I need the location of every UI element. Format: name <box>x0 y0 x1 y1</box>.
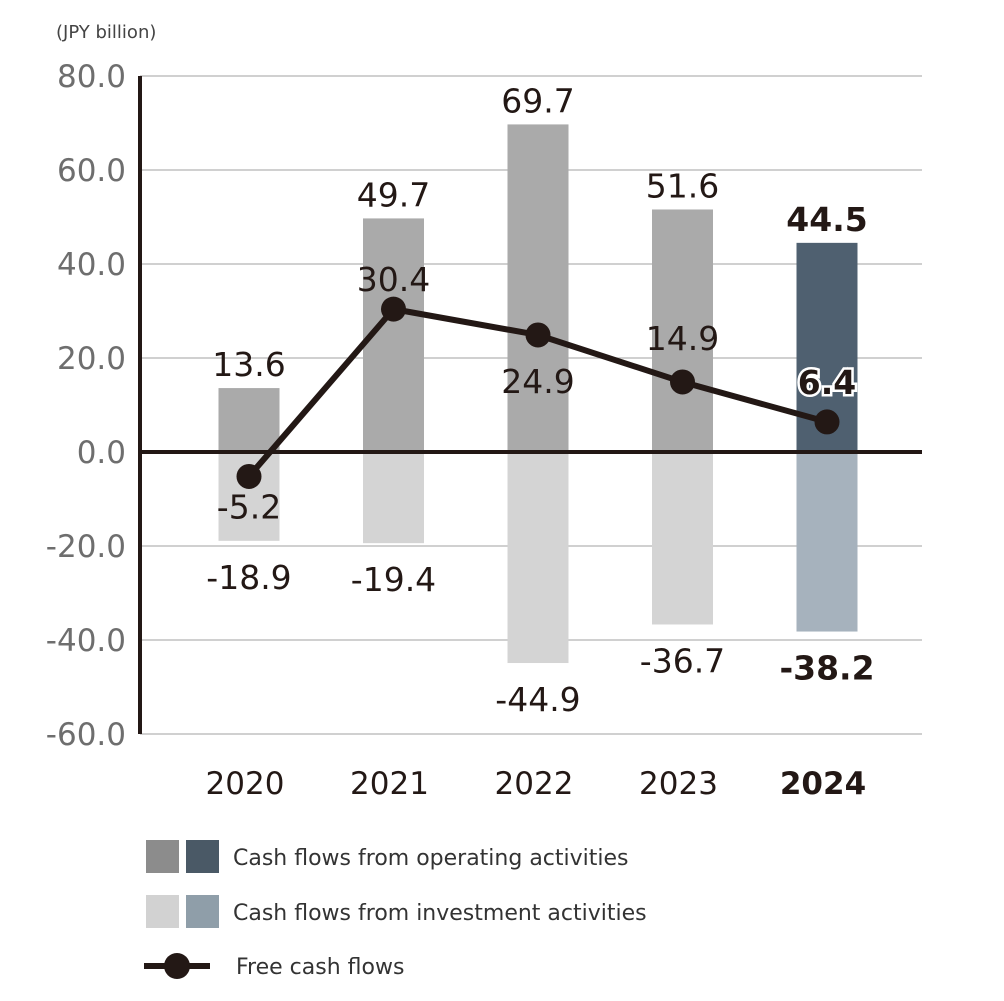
operating-value-label: 51.6 <box>646 166 719 205</box>
free-cash-flow-label: -5.2 <box>217 487 281 526</box>
legend-swatch <box>146 895 179 928</box>
free-cash-flow-label: 6.4 <box>798 363 856 402</box>
investment-value-label: -38.2 <box>779 649 874 688</box>
x-category-label: 2020 <box>206 766 285 802</box>
x-category-label: 2024 <box>780 766 866 802</box>
y-tick-label: 80.0 <box>57 59 126 95</box>
legend-label: Free cash flows <box>236 955 404 980</box>
operating-cash-flow-bar <box>507 124 569 452</box>
y-axis-ticks: 80.0 60.0 40.0 20.0 0.0 -20.0 -40.0 -60.0 <box>46 59 126 753</box>
free-cash-flow-marker <box>814 409 840 435</box>
y-tick-label: -20.0 <box>46 529 126 565</box>
operating-value-label: 49.7 <box>357 175 430 214</box>
x-category-label: 2023 <box>639 766 718 802</box>
investment-value-label: -36.7 <box>640 641 725 680</box>
legend: Cash flows from operating activities Cash… <box>144 840 647 980</box>
legend-label: Cash flows from operating activities <box>233 846 629 871</box>
investment-value-label: -18.9 <box>206 558 291 597</box>
operating-cash-flow-bar <box>652 209 713 452</box>
free-cash-flow-label: 14.9 <box>646 319 719 358</box>
y-tick-label: 60.0 <box>57 153 126 189</box>
free-cash-flow-line <box>236 296 840 489</box>
data-labels: 13.6 -18.9 49.7 -19.4 69.7 -44.9 51.6 -36.7 44.5… <box>206 81 874 719</box>
operating-value-label: 69.7 <box>501 81 574 120</box>
x-axis-categories: 2020 2021 2022 2023 2024 <box>206 766 867 802</box>
legend-swatch <box>146 840 179 873</box>
operating-value-label: 13.6 <box>212 345 285 384</box>
free-cash-flow-marker <box>670 369 695 395</box>
legend-swatch-highlight <box>186 895 219 928</box>
investment-cash-flow-bar <box>796 452 858 632</box>
operating-value-label: 44.5 <box>786 200 867 239</box>
investment-cash-flow-bar <box>363 452 424 544</box>
y-tick-label: 40.0 <box>57 247 126 283</box>
unit-label: (JPY billion) <box>56 22 156 43</box>
x-category-label: 2021 <box>350 766 429 802</box>
legend-swatch-highlight <box>186 840 219 873</box>
y-tick-label: 0.0 <box>77 435 126 471</box>
legend-marker-swatch <box>164 953 190 979</box>
investment-cash-flow-bar <box>507 452 569 664</box>
y-tick-label: -60.0 <box>46 717 126 753</box>
free-cash-flow-marker <box>525 322 551 348</box>
investment-cash-flow-bar <box>652 452 713 625</box>
investment-value-label: -44.9 <box>495 680 580 719</box>
legend-label: Cash flows from investment activities <box>233 901 647 926</box>
free-cash-flow-label: 24.9 <box>501 362 574 401</box>
investment-value-label: -19.4 <box>351 560 436 599</box>
y-tick-label: 20.0 <box>57 341 126 377</box>
y-tick-label: -40.0 <box>46 623 126 659</box>
operating-cash-flow-bar <box>218 388 280 452</box>
free-cash-flow-marker <box>381 296 406 322</box>
free-cash-flow-label: 30.4 <box>357 260 430 299</box>
x-category-label: 2022 <box>495 766 574 802</box>
free-cash-flow-marker <box>236 463 262 489</box>
